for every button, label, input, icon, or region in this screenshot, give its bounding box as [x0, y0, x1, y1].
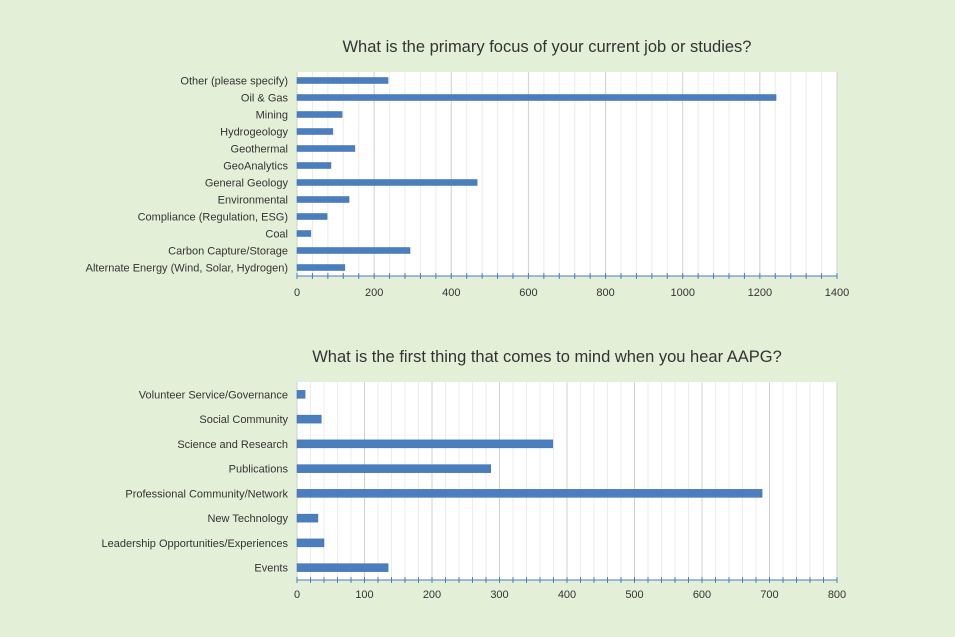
bar	[296, 464, 491, 473]
bar	[296, 563, 389, 572]
bar	[296, 390, 306, 399]
bar	[296, 247, 411, 254]
bar	[296, 128, 334, 135]
category-label: Leadership Opportunities/Experiences	[101, 538, 288, 550]
bar	[296, 414, 322, 424]
category-label: Coal	[265, 229, 288, 241]
plot-area	[297, 72, 837, 276]
x-tick-label: 0	[294, 589, 300, 601]
category-label: Mining	[256, 110, 288, 122]
category-label: Oil & Gas	[241, 93, 289, 105]
category-label: Carbon Capture/Storage	[168, 246, 288, 258]
chart-title: What is the primary focus of your curren…	[342, 38, 751, 56]
category-label: General Geology	[205, 178, 289, 190]
x-tick-label: 1400	[825, 287, 849, 299]
bar	[296, 179, 478, 186]
x-tick-label: 1000	[670, 287, 694, 299]
category-label: Hydrogeology	[220, 127, 288, 139]
category-label: Alternate Energy (Wind, Solar, Hydrogen)	[86, 263, 288, 275]
bar	[296, 145, 356, 152]
bar	[296, 77, 389, 84]
bar	[296, 264, 346, 271]
bar	[296, 162, 332, 169]
category-label: New Technology	[207, 513, 288, 525]
bar	[296, 230, 312, 237]
category-label: Social Community	[199, 414, 288, 426]
x-tick-label: 300	[490, 589, 508, 601]
category-label: Other (please specify)	[180, 76, 288, 88]
bar	[296, 513, 319, 523]
bar	[296, 196, 350, 203]
chart-2: What is the first thing that comes to mi…	[101, 348, 846, 601]
category-label: Volunteer Service/Governance	[139, 389, 288, 401]
category-label: Professional Community/Network	[125, 488, 288, 500]
category-label: Science and Research	[177, 439, 288, 451]
category-label: Compliance (Regulation, ESG)	[138, 212, 288, 224]
category-label: Publications	[229, 464, 289, 476]
x-tick-label: 600	[519, 287, 537, 299]
x-tick-label: 200	[365, 287, 383, 299]
x-tick-label: 0	[294, 287, 300, 299]
bar	[296, 439, 554, 449]
category-label: Geothermal	[231, 144, 288, 156]
bar	[296, 213, 328, 220]
x-tick-label: 700	[760, 589, 778, 601]
bar	[296, 489, 763, 498]
bar	[296, 111, 343, 118]
x-tick-label: 800	[828, 589, 846, 601]
category-label: Environmental	[218, 195, 288, 207]
bar	[296, 538, 325, 548]
x-tick-label: 400	[442, 287, 460, 299]
x-tick-label: 400	[558, 589, 576, 601]
category-label: GeoAnalytics	[223, 161, 288, 173]
x-tick-label: 600	[693, 589, 711, 601]
chart-1: What is the primary focus of your curren…	[86, 38, 850, 299]
x-tick-label: 100	[355, 589, 373, 601]
x-tick-label: 1200	[748, 287, 772, 299]
x-tick-label: 800	[596, 287, 614, 299]
bar	[296, 94, 777, 101]
category-label: Events	[254, 563, 288, 575]
chart-title: What is the first thing that comes to mi…	[312, 348, 782, 366]
x-tick-label: 500	[625, 589, 643, 601]
x-tick-label: 200	[423, 589, 441, 601]
